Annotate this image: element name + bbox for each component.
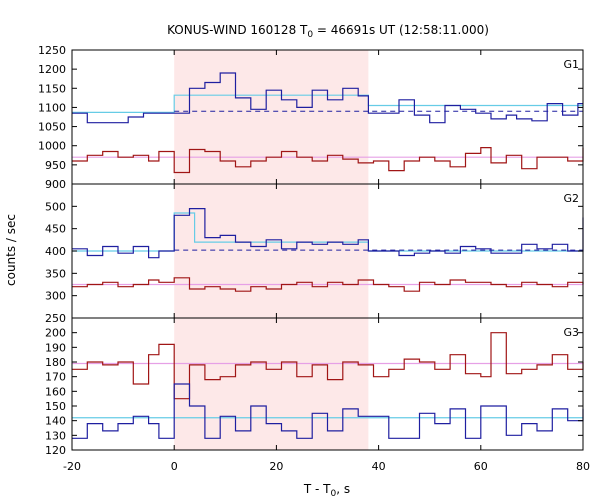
y-tick-label: 130: [45, 429, 66, 442]
panel-frame: [71, 317, 584, 451]
y-tick-label: 180: [45, 356, 66, 369]
y-tick-label: 950: [45, 159, 66, 172]
y-tick-label: 1200: [38, 63, 66, 76]
x-axis-label: T - T0, s: [303, 482, 350, 499]
y-tick-label: 170: [45, 371, 66, 384]
panels: 900950100010501100115012001250G125030035…: [38, 44, 590, 473]
x-tick-label: 60: [474, 460, 488, 473]
y-tick-label: 400: [45, 245, 66, 258]
signal-series: [72, 208, 584, 259]
panel-label: G2: [563, 192, 579, 205]
x-tick-label: -20: [63, 460, 81, 473]
x-tick-label: 0: [171, 460, 178, 473]
signal-series: [72, 383, 584, 439]
y-tick-label: 450: [45, 223, 66, 236]
y-tick-label: 1100: [38, 101, 66, 114]
y-tick-label: 350: [45, 267, 66, 280]
x-tick-label: 40: [372, 460, 386, 473]
chart-title: KONUS-WIND 160128 T0 = 46691s UT (12:58:…: [167, 23, 489, 40]
y-tick-label: 900: [45, 178, 66, 191]
y-tick-label: 200: [45, 327, 66, 340]
y-tick-label: 140: [45, 415, 66, 428]
background-series: [72, 277, 584, 292]
y-tick-label: 1050: [38, 121, 66, 134]
y-tick-label: 150: [45, 400, 66, 413]
y-tick-label: 160: [45, 385, 66, 398]
panel-g2: 250 300 350 400 450 500 G2: [45, 183, 584, 325]
y-tick-label: 500: [45, 200, 66, 213]
background-series: [72, 147, 584, 174]
y-tick-label: 1250: [38, 44, 66, 57]
highlight-interval: [174, 50, 369, 450]
y-tick-label: 1000: [38, 140, 66, 153]
panel-g1: 900 950 1000 1050 1100 1150 1200 1250 G1: [38, 44, 584, 191]
x-tick-label: 80: [576, 460, 590, 473]
signal-series: [72, 72, 583, 124]
x-tick-label: 20: [269, 460, 283, 473]
panel-label: G1: [563, 58, 579, 71]
y-tick-label: 1150: [38, 82, 66, 95]
y-axis-label: counts / sec: [4, 214, 18, 286]
y-tick-label: 120: [45, 444, 66, 457]
y-tick-label: 300: [45, 290, 66, 303]
y-tick-label: 190: [45, 341, 66, 354]
panel-label: G3: [563, 326, 579, 339]
signal-fit-line: [72, 94, 583, 113]
y-tick-label: 250: [45, 312, 66, 325]
background-series: [72, 332, 584, 400]
